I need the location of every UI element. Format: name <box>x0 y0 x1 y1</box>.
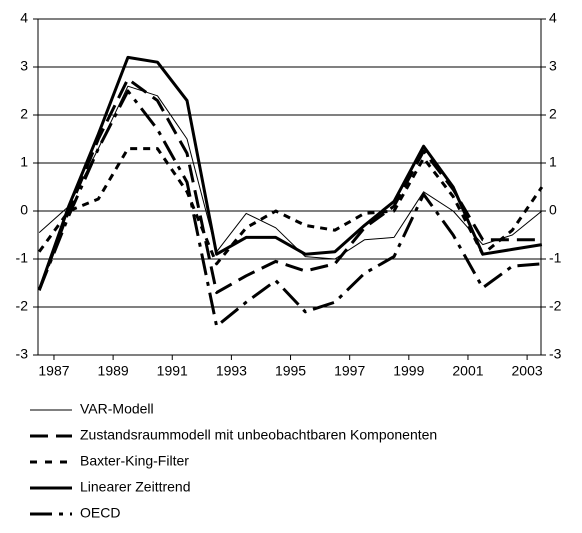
y-tick-label: -3 <box>16 346 29 362</box>
x-tick-label: 1999 <box>393 363 424 379</box>
series-line <box>38 85 543 260</box>
y2-tick-label: 0 <box>549 202 557 218</box>
y2-tick-label: 2 <box>549 106 557 122</box>
y2-tick-label: -1 <box>549 250 562 266</box>
x-tick-label: 1987 <box>38 363 69 379</box>
y-tick-label: -1 <box>16 250 29 266</box>
y-tick-label: 3 <box>20 58 28 74</box>
y-tick-label: 4 <box>20 10 28 26</box>
series-line <box>37 147 544 266</box>
x-tick-label: 1997 <box>334 363 365 379</box>
legend-label: Linearer Zeittrend <box>80 479 191 495</box>
series-line <box>37 55 543 291</box>
x-tick-label: 2001 <box>452 363 483 379</box>
legend-label: Baxter-King-Filter <box>80 453 189 469</box>
x-tick-label: 1991 <box>157 363 188 379</box>
y2-tick-label: -2 <box>549 298 562 314</box>
x-tick-label: 1993 <box>216 363 247 379</box>
y2-tick-label: 3 <box>549 58 557 74</box>
legend-label: OECD <box>80 505 120 521</box>
series-line <box>37 77 542 295</box>
x-tick-label: 2003 <box>512 363 543 379</box>
y-tick-label: 1 <box>20 154 28 170</box>
y-tick-label: 0 <box>20 202 28 218</box>
y-tick-label: -2 <box>16 298 29 314</box>
x-tick-label: 1989 <box>98 363 129 379</box>
y-tick-label: 2 <box>20 106 28 122</box>
y2-tick-label: -3 <box>549 346 562 362</box>
legend-label: VAR-Modell <box>80 401 154 417</box>
y2-tick-label: 1 <box>549 154 557 170</box>
x-tick-label: 1995 <box>275 363 306 379</box>
series-line <box>37 89 543 328</box>
y2-tick-label: 4 <box>549 10 557 26</box>
legend-label: Zustandsraummodell mit unbeobachtbaren K… <box>80 427 437 443</box>
